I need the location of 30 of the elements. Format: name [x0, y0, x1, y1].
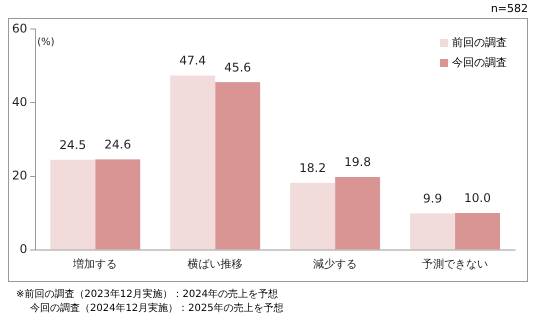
bar [215, 82, 260, 250]
data-label: 45.6 [224, 60, 252, 74]
bar [410, 213, 456, 250]
legend-label: 今回の調査 [452, 55, 507, 71]
y-axis-title: (%) [37, 36, 55, 48]
bar [95, 159, 140, 250]
y-tick-label: 40 [12, 94, 28, 109]
data-label: 24.5 [59, 138, 86, 152]
x-tick-label: 横ばい推移 [188, 257, 243, 270]
bar [290, 182, 336, 250]
y-tick-label: 20 [12, 168, 28, 182]
text: ※前回の調査（2023年12月実施）：2024年の売上を予想 [16, 288, 280, 302]
data-label: 19.8 [344, 155, 371, 170]
bar [170, 76, 216, 250]
bar [335, 177, 380, 250]
text: n=582 [490, 2, 528, 15]
bar [50, 160, 96, 250]
x-tick-label: 減少する [313, 257, 358, 270]
data-label: 9.9 [423, 192, 442, 206]
data-label: 10.0 [464, 191, 491, 206]
data-label: 47.4 [179, 54, 206, 68]
text: 今回の調査（2024年12月実施）：2025年の売上を予想 [29, 302, 284, 316]
y-tick-label: 0 [20, 242, 28, 256]
y-tick-label: 60 [12, 21, 28, 36]
legend-label: 前回の調査 [452, 35, 507, 51]
x-tick-label: 増加する [72, 257, 118, 270]
bar [455, 213, 500, 250]
x-tick-label: 予測できない [422, 257, 488, 270]
data-label: 18.2 [299, 161, 326, 176]
data-label: 24.6 [104, 137, 132, 152]
